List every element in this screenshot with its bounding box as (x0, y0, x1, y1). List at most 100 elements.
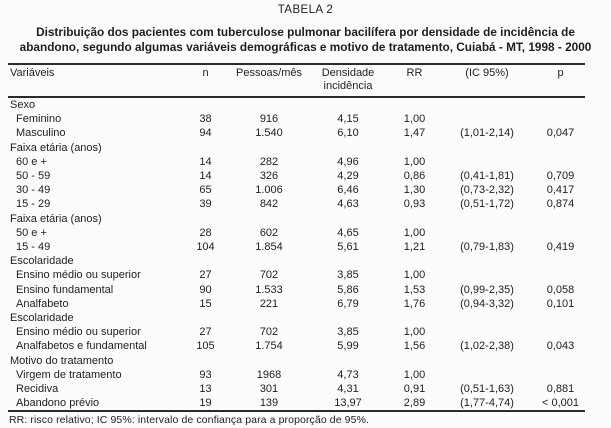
cell-rr: 1,00 (403, 326, 426, 339)
table-footnote: RR: risco relativo; IC 95%: intervalo de… (9, 414, 370, 427)
col-header-densidade-incidencia: Densidade incidência (305, 64, 391, 97)
cell-p: 0,058 (546, 283, 575, 296)
cell-n: 104 (196, 241, 215, 254)
cell-ic95: (1,77-4,74) (460, 397, 514, 410)
cell-p (536, 226, 585, 240)
section-row: Faixa etária (anos) (8, 141, 585, 155)
cell-p: 0,417 (546, 184, 575, 197)
table-body: Sexo Feminino 38 916 4,15 1,00 Masculino 94 1.54… (8, 97, 585, 411)
cell-pessoas-mes: 1.533 (255, 283, 283, 296)
cell-densidade: 4,15 (337, 113, 359, 126)
table-row: Feminino 38 916 4,15 1,00 (8, 112, 585, 126)
cell-pessoas-mes: 842 (259, 198, 279, 211)
cell-pessoas-mes: 139 (259, 397, 279, 410)
cell-variavel: 15 - 49 (16, 241, 51, 254)
cell-rr: 0,86 (403, 170, 426, 183)
cell-variavel: Abandono prévio (16, 397, 100, 410)
cell-p: < 0,001 (541, 397, 579, 410)
cell-n: 28 (199, 226, 212, 239)
cell-ic95: (0,51-1,72) (460, 198, 514, 211)
header-row: Variáveis n Pessoas/mês Densidade incidê… (8, 64, 585, 97)
cell-densidade: 4,65 (337, 226, 359, 239)
cell-n: 27 (199, 269, 212, 282)
section-label: Motivo do tratamento (10, 354, 114, 367)
cell-variavel: Masculino (16, 127, 66, 140)
cell-densidade: 5,61 (337, 241, 359, 254)
col-header-densidade-line2: incidência (323, 80, 373, 92)
cell-rr: 0,93 (403, 198, 426, 211)
cell-ic95: (0,73-2,32) (460, 184, 514, 197)
cell-rr: 1,53 (403, 283, 426, 296)
cell-pessoas-mes: 221 (259, 297, 279, 310)
cell-rr: 1,56 (403, 340, 426, 353)
cell-p: 0,043 (546, 340, 575, 353)
cell-rr: 1,21 (403, 241, 426, 254)
cell-p: 0,874 (546, 198, 575, 211)
cell-densidade: 4,29 (337, 170, 359, 183)
table-row: Recidiva 13 301 4,31 0,91 (0,51-1,63) 0,881 (8, 382, 585, 396)
cell-n: 65 (199, 184, 212, 197)
cell-ic95 (438, 368, 536, 382)
cell-ic95 (438, 155, 536, 169)
cell-ic95 (438, 226, 536, 240)
table-row: Virgem de tratamento 93 1968 4,73 1,00 (8, 368, 585, 382)
table-label: TABELA 2 (277, 4, 334, 16)
table-row: 60 e + 14 282 4,96 1,00 (8, 155, 585, 169)
cell-densidade: 3,85 (337, 326, 359, 339)
cell-variavel: Virgem de tratamento (16, 368, 122, 381)
cell-pessoas-mes: 602 (259, 226, 279, 239)
cell-pessoas-mes: 301 (259, 383, 279, 396)
cell-pessoas-mes: 1.006 (255, 184, 283, 197)
cell-densidade: 4,96 (337, 155, 359, 168)
cell-variavel: 50 e + (16, 226, 47, 239)
table-row: Ensino médio ou superior 27 702 3,85 1,00 (8, 325, 585, 339)
table-row: 15 - 49 104 1.854 5,61 1,21 (0,79-1,83) 0,419 (8, 240, 585, 254)
cell-n: 93 (199, 368, 212, 381)
col-header-p: p (557, 67, 564, 79)
cell-rr: 1,00 (403, 368, 426, 381)
section-label: Escolaridade (10, 255, 74, 268)
cell-n: 90 (199, 283, 212, 296)
section-row: Escolaridade (8, 254, 585, 268)
cell-rr: 0,91 (403, 383, 426, 396)
cell-ic95: (0,99-2,35) (460, 283, 514, 296)
cell-n: 27 (199, 326, 212, 339)
cell-variavel: 60 e + (16, 155, 47, 168)
col-header-pessoas-mes: Pessoas/mês (235, 67, 303, 79)
table-row: Ensino fundamental 90 1.533 5,86 1,53 (0,99-2… (8, 283, 585, 297)
table-title-line2: abandono, segundo algumas variáveis demo… (19, 40, 592, 54)
cell-p (536, 155, 585, 169)
cell-ic95 (438, 325, 536, 339)
cell-rr: 1,00 (403, 226, 426, 239)
cell-densidade: 4,31 (337, 383, 359, 396)
cell-ic95: (1,01-2,14) (460, 127, 514, 140)
cell-rr: 1,00 (403, 155, 426, 168)
cell-variavel: Analfabetos e fundamental (16, 340, 147, 353)
table-row: 50 - 59 14 326 4,29 0,86 (0,41-1,81) 0,709 (8, 169, 585, 183)
cell-rr: 1,00 (403, 269, 426, 282)
cell-p: 0,419 (546, 241, 575, 254)
cell-n: 14 (199, 170, 212, 183)
cell-n: 19 (199, 397, 212, 410)
cell-rr: 1,47 (403, 127, 426, 140)
cell-variavel: Ensino médio ou superior (16, 269, 141, 282)
cell-densidade: 13,97 (334, 397, 362, 410)
cell-p (536, 325, 585, 339)
col-header-ic95: (IC 95%) (465, 67, 509, 79)
cell-pessoas-mes: 282 (259, 155, 279, 168)
section-label: Escolaridade (10, 312, 74, 325)
cell-pessoas-mes: 326 (259, 170, 279, 183)
table-row: 30 - 49 65 1.006 6,46 1,30 (0,73-2,32) 0,417 (8, 183, 585, 197)
cell-variavel: 30 - 49 (16, 184, 51, 197)
cell-densidade: 5,86 (337, 283, 359, 296)
cell-n: 13 (199, 383, 212, 396)
cell-variavel: Feminino (16, 113, 62, 126)
section-label: Sexo (10, 99, 36, 111)
cell-n: 15 (199, 297, 212, 310)
cell-pessoas-mes: 1.854 (255, 241, 283, 254)
section-row: Faixa etária (anos) (8, 212, 585, 226)
col-header-rr: RR (406, 67, 423, 79)
table-title-line1: Distribuição dos pacientes com tuberculo… (36, 25, 575, 39)
table-row: Ensino médio ou superior 27 702 3,85 1,00 (8, 268, 585, 282)
cell-densidade: 3,85 (337, 269, 359, 282)
